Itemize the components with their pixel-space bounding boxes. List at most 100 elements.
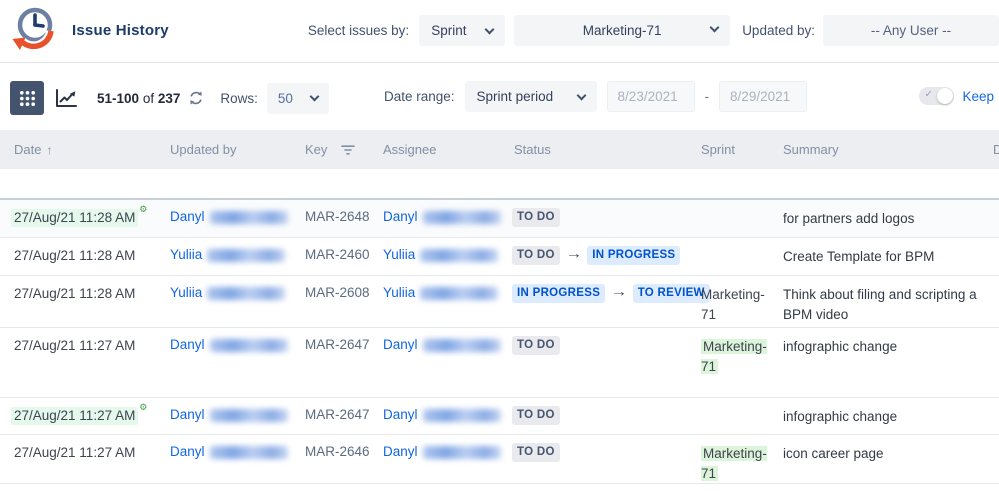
column-header-summary[interactable]: Summary [775,142,993,157]
date-cell: 27/Aug/21 11:27 AM [0,435,156,483]
person-cell: Yuliia [156,276,303,327]
clipped-cell [993,435,999,483]
updated-by-label: Updated by: [742,23,815,38]
summary-text: for partners add logos [783,211,915,226]
rows-label: Rows: [220,90,258,106]
chart-view-button[interactable] [49,81,83,115]
issue-key: MAR-2646 [305,444,370,459]
issue-key: MAR-2647 [305,337,370,352]
page-title: Issue History [72,22,169,39]
redacted-surname [207,248,286,262]
status-badge: TO DO [512,246,560,265]
column-header-assignee[interactable]: Assignee [383,142,506,157]
redacted-surname [422,408,501,422]
updated-by-link[interactable]: Yuliia [170,247,203,262]
column-header-date[interactable]: Date ↑ [0,142,156,157]
date-cell: 27/Aug/21 11:28 AM ⚙ [0,200,156,237]
keep-label: Keep [962,88,994,104]
select-mode-value: Sprint [431,23,467,38]
date-to-input[interactable] [719,81,808,112]
updated-by-value: -- Any User -- [870,23,952,38]
rows-per-page-value: 50 [277,90,293,106]
date-value: 27/Aug/21 11:27 AM [14,445,136,460]
redacted-surname [209,210,288,224]
refresh-icon [190,91,203,105]
column-label: Key [305,142,328,157]
status-badge: TO DO [512,208,560,227]
column-label: Sprint [701,142,735,157]
header-controls: Select issues by: Sprint Marketing-71 Up… [308,15,999,46]
select-mode-dropdown[interactable]: Sprint [419,15,506,46]
updated-by-link[interactable]: Danyl [170,407,205,422]
issue-key: MAR-2647 [305,407,370,422]
person-cell: Danyl [383,398,506,434]
toggle-knob [937,88,954,104]
table-row[interactable]: 27/Aug/21 11:27 AM Danyl MAR-2647 Danyl TO D… [0,328,999,398]
table-row[interactable]: 27/Aug/21 11:27 AM ⚙ Danyl MAR-2647 Danyl TO … [0,398,999,435]
summary-text: infographic change [783,339,898,354]
date-cell: 27/Aug/21 11:28 AM [0,238,156,275]
filter-icon[interactable] [341,144,356,156]
grid-dots-icon [19,90,35,106]
assignee-link[interactable]: Danyl [383,444,418,459]
column-header-clipped[interactable]: D [993,142,999,157]
rows-per-page-dropdown[interactable]: 50 [266,82,329,114]
sprint-value: Marketing-71 [701,287,765,322]
column-label: Updated by [170,142,237,157]
status-transition-arrow-icon: → [610,284,628,299]
person-cell: Danyl [383,200,506,237]
column-header-status[interactable]: Status [506,142,693,157]
status-cell: TO DO [506,435,693,483]
date-range-mode-dropdown[interactable]: Sprint period [464,81,597,112]
table-row[interactable]: 27/Aug/21 11:28 AM Yuliia MAR-2460 Yuliia TO… [0,238,999,276]
clipped-cell [993,200,999,237]
table-row[interactable]: 27/Aug/21 11:28 AM ⚙ Danyl MAR-2648 Danyl TO … [0,200,999,238]
range-value: 51-100 [97,90,140,106]
keep-toggle[interactable]: ✓ [919,87,955,105]
redacted-surname [422,210,501,224]
summary-text: icon career page [783,446,884,461]
sprint-cell: Marketing-71 [693,276,775,327]
person-cell: Yuliia [383,238,506,275]
assignee-link[interactable]: Danyl [383,209,418,224]
grid-view-button[interactable] [10,81,44,115]
status-cell: IN PROGRESS → TO REVIEW [506,276,710,327]
redacted-surname [209,338,288,352]
column-header-sprint[interactable]: Sprint [693,142,775,157]
assignee-link[interactable]: Danyl [383,407,418,422]
assignee-link[interactable]: Danyl [383,337,418,352]
issue-key: MAR-2608 [305,285,370,300]
sort-ascending-icon: ↑ [46,142,53,157]
clipped-cell [993,398,999,434]
updated-by-dropdown[interactable]: -- Any User -- [823,15,999,46]
assignee-link[interactable]: Yuliia [383,285,416,300]
updated-by-link[interactable]: Danyl [170,337,205,352]
date-value: 27/Aug/21 11:27 AM ⚙ [11,402,147,425]
column-label: Date [14,142,42,157]
date-cell: 27/Aug/21 11:27 AM ⚙ [0,398,156,434]
person-cell: Danyl [383,328,506,397]
column-header-updated-by[interactable]: Updated by [156,142,303,157]
table-row[interactable]: 27/Aug/21 11:27 AM Danyl MAR-2646 Danyl TO D… [0,435,999,485]
column-header-key[interactable]: Key [303,142,383,157]
date-from-input[interactable] [606,81,695,112]
status-transition-arrow-icon: → [565,246,582,261]
toolbar: 51-100 of 237 Rows: 50 Date range: Sprin… [0,63,999,130]
status-cell: TO DO → IN PROGRESS [506,238,693,275]
sprint-cell [693,398,775,434]
person-cell: Danyl [156,200,303,237]
refresh-button[interactable] [188,90,204,106]
updated-by-link[interactable]: Danyl [170,209,205,224]
clipped-cell [993,276,999,327]
assignee-link[interactable]: Yuliia [383,247,416,262]
chevron-down-icon [309,91,320,102]
updated-by-link[interactable]: Danyl [170,444,205,459]
chevron-down-icon [709,22,720,33]
sprint-select-dropdown[interactable]: Marketing-71 [514,15,731,46]
chevron-down-icon [576,90,586,100]
status-badge: TO DO [512,443,560,462]
gear-icon: ⚙ [139,204,148,214]
updated-by-link[interactable]: Yuliia [170,285,203,300]
column-label: Assignee [383,142,437,157]
table-row[interactable]: 27/Aug/21 11:28 AM Yuliia MAR-2608 Yuliia IN… [0,276,999,328]
